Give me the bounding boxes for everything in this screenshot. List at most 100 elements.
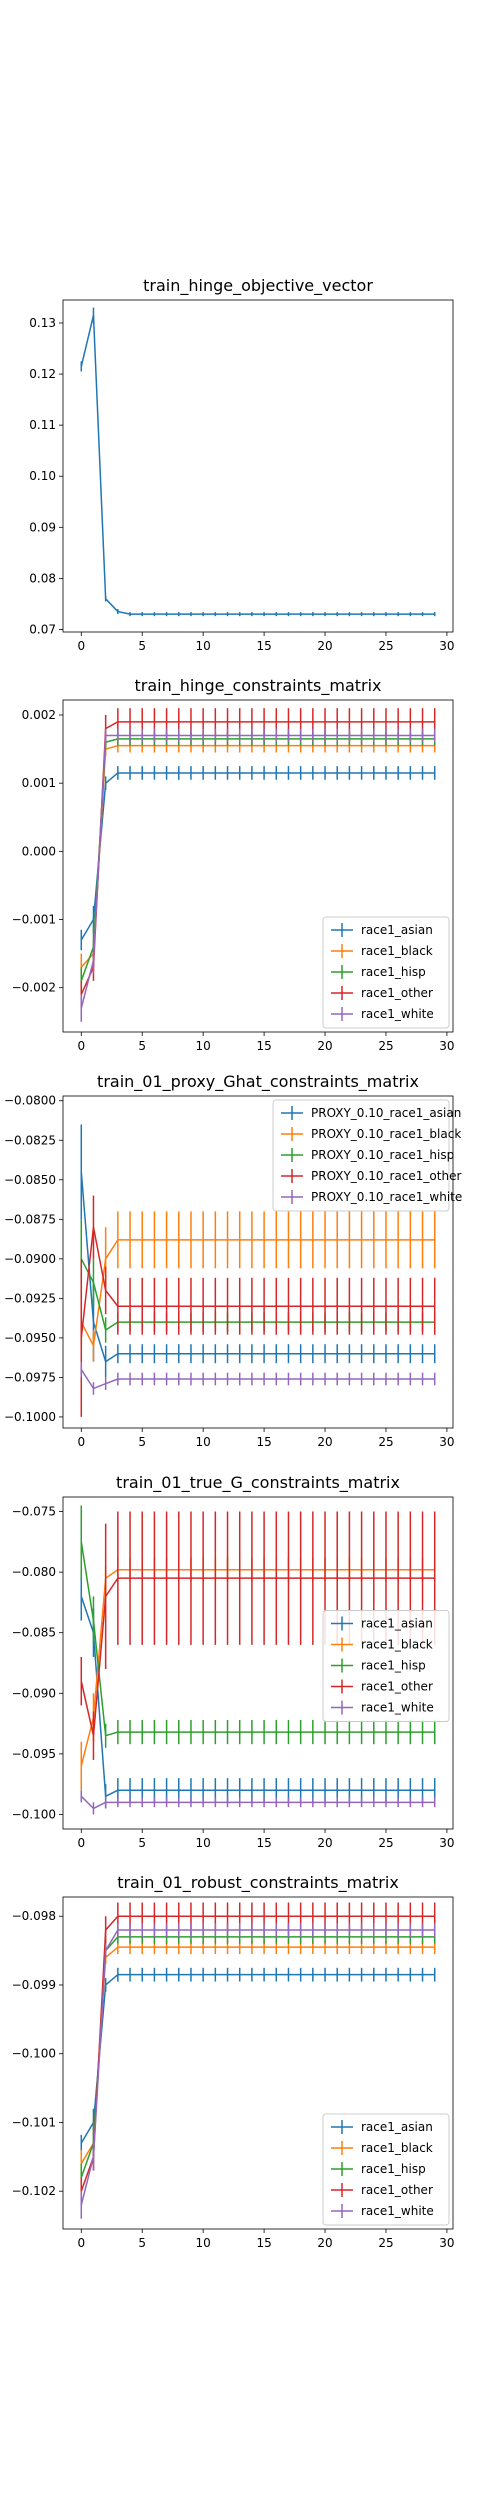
series-PROXY_0.10_race1_white <box>80 1361 436 1395</box>
series-line <box>80 1239 435 1347</box>
series-line <box>80 734 435 1009</box>
x-tick-label: 0 <box>77 1435 85 1449</box>
x-tick-label: 5 <box>138 2236 146 2250</box>
series-line <box>80 1369 435 1390</box>
legend-entry: PROXY_0.10_race1_other <box>311 1169 461 1183</box>
y-tick-label: −0.001 <box>12 913 56 927</box>
legend-entry: race1_black <box>361 2141 433 2155</box>
legend-entry: PROXY_0.10_race1_asian <box>311 1106 461 1120</box>
series-PROXY_0.10_race1_asian <box>80 1124 436 1378</box>
legend-entry: race1_asian <box>361 923 433 937</box>
y-tick-label: −0.098 <box>12 1909 56 1923</box>
legend-box <box>272 1099 450 1212</box>
series-race1_asian <box>80 766 436 951</box>
series-PROXY_0.10_race1_hisp <box>80 1219 436 1343</box>
series-line <box>80 744 435 968</box>
chart-title: train_01_robust_constraints_matrix <box>117 1873 399 1893</box>
legend-entry: race1_white <box>361 1701 434 1715</box>
series-race1_white <box>80 728 436 1022</box>
y-tick-label: 0.09 <box>29 520 56 534</box>
y-tick-label: −0.100 <box>12 2047 56 2061</box>
series-line <box>80 1226 435 1338</box>
legend-entry: race1_other <box>361 986 433 1000</box>
legend-entry: race1_hisp <box>361 2162 426 2176</box>
y-tick-label: 0.002 <box>22 708 56 722</box>
y-tick-label: −0.0900 <box>4 1252 56 1266</box>
x-tick-label: 5 <box>138 1836 146 1850</box>
x-tick-label: 25 <box>378 1039 393 1053</box>
x-tick-label: 0 <box>77 1039 85 1053</box>
y-tick-label: −0.095 <box>12 1747 56 1761</box>
legend-entry: race1_asian <box>361 1617 433 1631</box>
series-line <box>80 1795 435 1810</box>
x-tick-label: 30 <box>439 2236 454 2250</box>
y-tick-label: −0.0825 <box>4 1133 56 1147</box>
axes-frame <box>62 1896 454 2230</box>
legend-entry: race1_hisp <box>361 1659 426 1673</box>
x-tick-label: 10 <box>196 1836 211 1850</box>
legend-entry: race1_asian <box>361 2120 433 2134</box>
y-tick-label: −0.0875 <box>4 1212 56 1226</box>
legend-box <box>322 916 450 1029</box>
x-tick-label: 10 <box>196 1039 211 1053</box>
x-tick-label: 30 <box>439 1039 454 1053</box>
series-line <box>80 1596 435 1798</box>
legend-entry: PROXY_0.10_race1_white <box>311 1190 462 1204</box>
y-tick-label: −0.002 <box>12 981 56 995</box>
x-tick-label: 30 <box>439 1836 454 1850</box>
x-tick-label: 15 <box>256 1039 271 1053</box>
y-tick-label: −0.0850 <box>4 1173 56 1187</box>
axes-frame <box>62 699 454 1033</box>
legend: race1_asian race1_black race1_hisp race1_ot… <box>322 2113 450 2226</box>
x-tick-label: 30 <box>439 1435 454 1449</box>
series-line <box>80 1258 435 1331</box>
series-line <box>80 1936 435 2178</box>
legend: race1_asian race1_black race1_hisp race1_ot… <box>322 916 450 1029</box>
y-tick-label: −0.090 <box>12 1686 56 1700</box>
y-tick-label: 0.08 <box>29 571 56 585</box>
y-tick-label: 0.001 <box>22 776 56 790</box>
x-tick-label: 5 <box>138 1039 146 1053</box>
legend-entry: race1_other <box>361 1680 433 1694</box>
series-PROXY_0.10_race1_black <box>80 1211 436 1362</box>
series-line <box>80 1541 435 1737</box>
legend-entry: race1_black <box>361 1638 433 1652</box>
y-tick-label: 0.11 <box>29 418 56 432</box>
x-tick-label: 10 <box>196 2236 211 2250</box>
y-tick-label: −0.100 <box>12 1807 56 1821</box>
x-tick-label: 25 <box>378 1836 393 1850</box>
x-tick-label: 0 <box>77 1836 85 1850</box>
chart-title: train_01_true_G_constraints_matrix <box>116 1473 400 1493</box>
x-tick-label: 10 <box>196 639 211 653</box>
series-race1_white <box>80 1923 436 2219</box>
y-tick-label: −0.0975 <box>4 1370 56 1384</box>
series-0 <box>80 307 436 617</box>
x-tick-label: 15 <box>256 1836 271 1850</box>
y-tick-label: −0.101 <box>12 2115 56 2129</box>
chart-1: train_hinge_objective_vector 0 5 10 15 20 25 30… <box>29 276 454 653</box>
series-line <box>80 1973 435 2144</box>
legend: PROXY_0.10_race1_asian PROXY_0.10_race1_b… <box>272 1099 462 1212</box>
legend-entry: race1_white <box>361 2204 434 2218</box>
x-tick-label: 20 <box>317 1039 332 1053</box>
chart-title: train_01_proxy_Ghat_constraints_matrix <box>97 1072 419 1092</box>
y-tick-label: −0.0925 <box>4 1291 56 1305</box>
x-tick-label: 20 <box>317 639 332 653</box>
x-tick-label: 0 <box>77 2236 85 2250</box>
y-tick-label: −0.0800 <box>4 1094 56 1108</box>
y-tick-label: 0.000 <box>22 844 56 858</box>
series-line <box>80 721 435 995</box>
x-tick-label: 20 <box>317 1836 332 1850</box>
legend-box <box>322 2113 450 2226</box>
y-tick-label: 0.13 <box>29 316 56 330</box>
x-tick-label: 25 <box>378 1435 393 1449</box>
series-line <box>80 1929 435 2206</box>
x-tick-label: 20 <box>317 2236 332 2250</box>
series-line <box>80 772 435 941</box>
legend-entry: race1_white <box>361 1007 434 1021</box>
legend-entry: PROXY_0.10_race1_hisp <box>311 1148 454 1162</box>
legend-entry: race1_hisp <box>361 965 426 979</box>
axes-frame <box>62 299 454 633</box>
legend-box <box>322 1610 450 1722</box>
